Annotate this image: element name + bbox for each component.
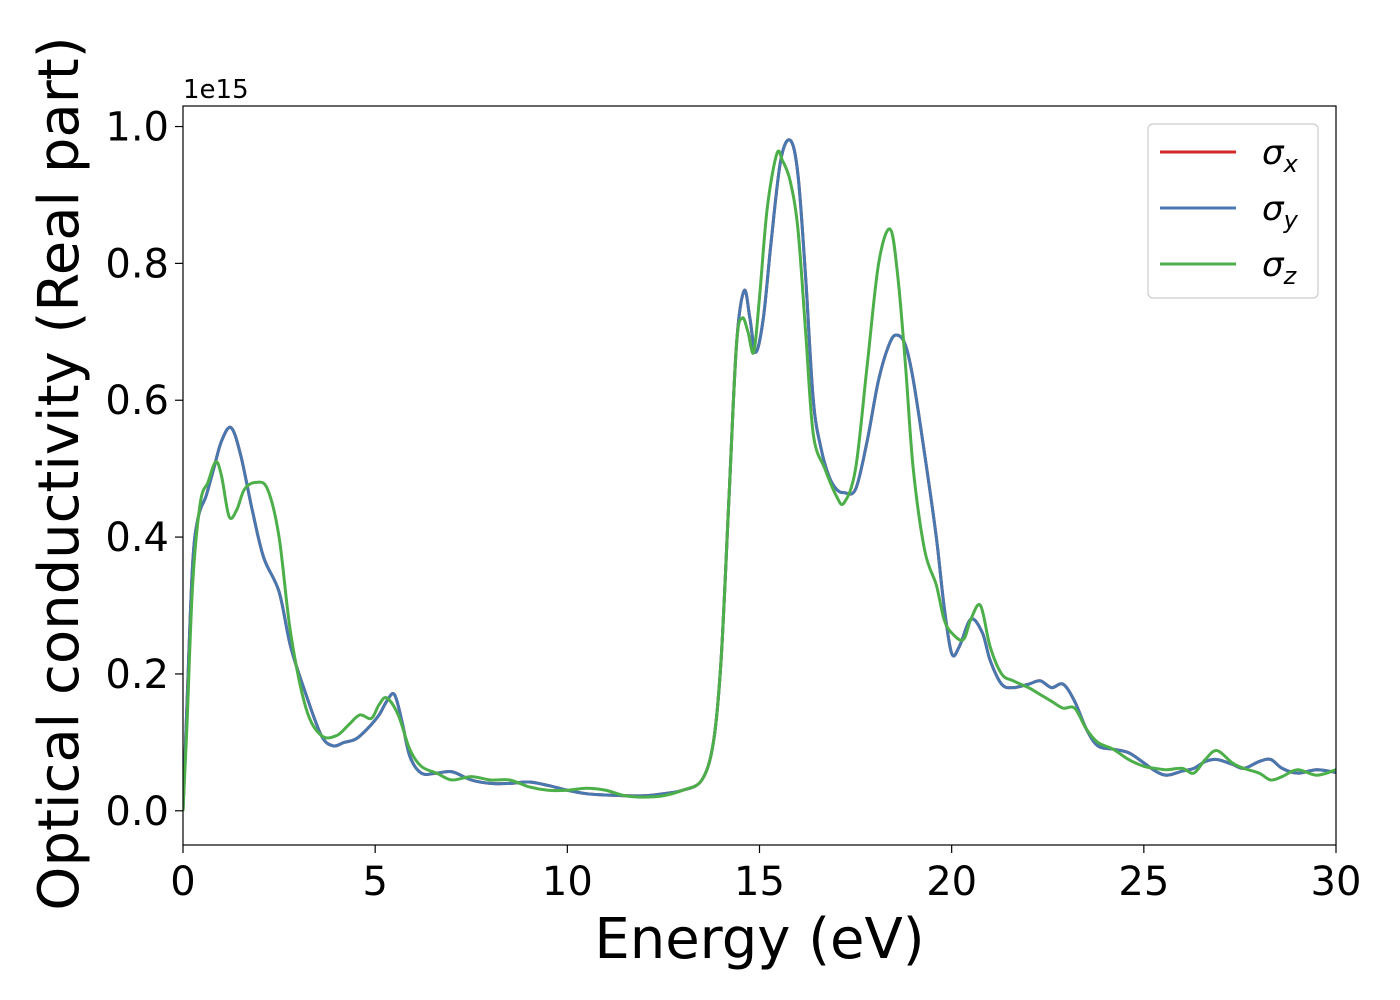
x-axis-ticks: 0 5 10 15 20 25 30 <box>170 845 1361 905</box>
x-tick-label: 5 <box>362 859 387 905</box>
x-axis-title: Energy (eV) <box>594 907 924 972</box>
legend-entry-z: σz <box>1160 245 1298 290</box>
y-axis-title: Optical conductivity (Real part) <box>27 36 92 910</box>
legend-label: σx <box>1262 133 1299 178</box>
x-tick-label: 10 <box>542 859 593 905</box>
legend-label: σz <box>1262 245 1298 290</box>
x-tick-label: 30 <box>1311 859 1362 905</box>
y-tick-label: 1.0 <box>105 105 169 151</box>
legend-entries: σx σy σz <box>1160 133 1299 290</box>
series-lines <box>183 138 1336 811</box>
x-tick-label: 25 <box>1118 859 1169 905</box>
legend-entry-y: σy <box>1160 189 1299 234</box>
y-tick-label: 0.4 <box>105 515 169 561</box>
legend: σx σy σz <box>1147 123 1319 299</box>
y-axis-ticks: 0.0 0.2 0.4 0.6 0.8 1.0 <box>105 105 183 835</box>
legend-label: σy <box>1262 189 1299 234</box>
y-tick-label: 0.0 <box>105 789 169 835</box>
x-tick-label: 15 <box>734 859 785 905</box>
y-tick-label: 0.8 <box>105 241 169 287</box>
series-line-z <box>183 149 1336 811</box>
y-tick-label: 0.6 <box>105 378 169 424</box>
x-tick-label: 20 <box>926 859 977 905</box>
x-tick-label: 0 <box>170 859 195 905</box>
y-offset-label: 1e15 <box>183 75 249 105</box>
series-line-y <box>183 138 1336 811</box>
legend-box <box>1147 123 1319 299</box>
legend-entry-x: σx <box>1160 133 1299 178</box>
y-tick-label: 0.2 <box>105 652 169 698</box>
